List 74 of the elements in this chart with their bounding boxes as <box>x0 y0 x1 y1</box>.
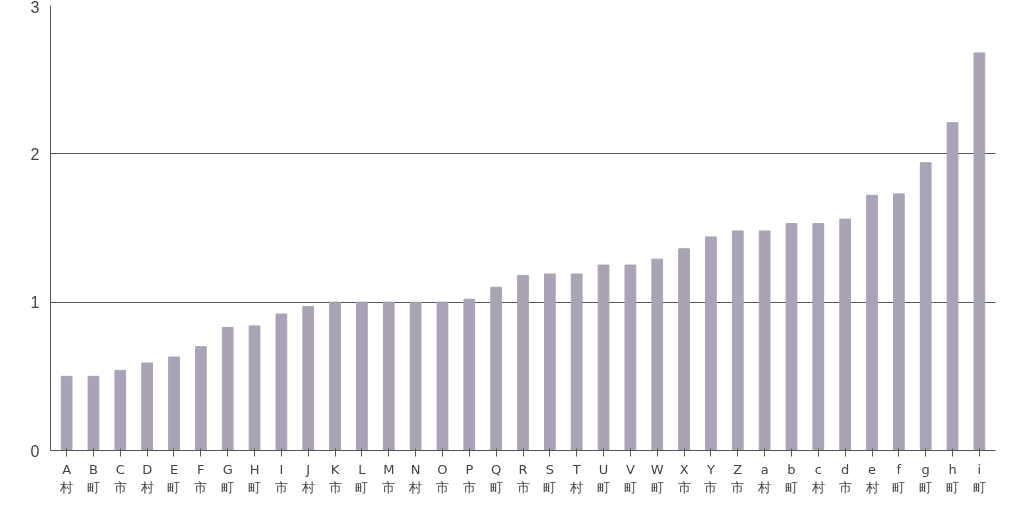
x-tick-label: J 村 <box>300 461 315 495</box>
bar <box>758 230 771 451</box>
x-tick-label: A 村 <box>59 461 74 495</box>
bar <box>194 346 207 451</box>
x-tick-label: N 村 <box>408 461 423 495</box>
bar <box>221 326 234 451</box>
x-tick-label: f 町 <box>892 461 906 495</box>
bar <box>731 230 744 451</box>
x-tick-label: d 市 <box>838 461 852 495</box>
x-tick-label: P 市 <box>462 461 476 495</box>
bar <box>517 274 529 451</box>
bar <box>597 264 610 451</box>
bar <box>302 306 315 451</box>
bar <box>409 301 422 451</box>
x-tick-label: D 村 <box>139 461 154 495</box>
y-tick-label: 0 <box>30 442 40 460</box>
x-tick-label: Q 町 <box>489 461 503 495</box>
bar <box>356 301 368 451</box>
x-tick-label: L 町 <box>355 461 369 495</box>
x-tick-label: X 市 <box>677 461 691 495</box>
bar <box>919 162 932 451</box>
x-tick-label: O 市 <box>435 461 449 495</box>
bar <box>248 325 261 451</box>
x-tick-label: h 町 <box>946 461 960 495</box>
bar <box>60 375 73 451</box>
bar <box>490 286 503 451</box>
bar <box>141 362 154 451</box>
bar <box>168 356 180 451</box>
x-tick-label: i 町 <box>972 461 986 495</box>
x-tick-label: C 市 <box>113 461 127 495</box>
x-tick-label: c 村 <box>810 461 825 495</box>
bar <box>812 223 825 451</box>
x-tick-label: F 市 <box>194 461 208 495</box>
y-tick-label: 3 <box>30 0 40 16</box>
x-tick-label: V 町 <box>623 461 637 495</box>
bar <box>624 264 637 451</box>
y-tick-label: 1 <box>30 294 40 312</box>
x-tick-label: W 町 <box>650 461 664 495</box>
x-tick-label: a 村 <box>757 461 772 495</box>
x-tick-label: S 町 <box>543 461 557 495</box>
x-tick-label: T 村 <box>569 461 584 495</box>
bar <box>973 52 986 451</box>
bar <box>570 273 583 451</box>
x-tick-label: R 市 <box>516 461 530 495</box>
x-tick-label: g 町 <box>919 461 933 495</box>
x-tick-label: Z 市 <box>731 461 745 495</box>
bar <box>839 218 852 451</box>
bar <box>543 273 556 451</box>
bar <box>87 375 100 451</box>
bar <box>785 223 798 451</box>
bar <box>463 298 476 451</box>
bar <box>114 369 127 451</box>
bar <box>275 313 288 451</box>
bar <box>651 258 664 451</box>
x-tick-label: H 町 <box>248 461 262 495</box>
x-tick-label: Y 市 <box>704 461 718 495</box>
bar <box>892 193 905 451</box>
bar <box>382 301 395 451</box>
x-tick-label: I 市 <box>274 461 288 495</box>
x-tick-label: M 市 <box>382 461 396 495</box>
x-tick-label: B 町 <box>86 461 100 495</box>
bar <box>436 301 449 451</box>
y-tick-label: 2 <box>30 145 40 163</box>
bar <box>705 236 717 451</box>
x-tick-label: K 市 <box>328 461 342 495</box>
bar <box>678 248 690 451</box>
bar <box>866 194 878 451</box>
x-tick-label: b 町 <box>784 461 798 495</box>
bar <box>329 301 341 451</box>
bar <box>946 122 959 451</box>
x-tick-label: E 町 <box>167 461 181 495</box>
x-tick-label: e 村 <box>864 461 879 495</box>
x-tick-label: U 町 <box>597 461 611 495</box>
x-tick-label: G 町 <box>221 461 235 495</box>
